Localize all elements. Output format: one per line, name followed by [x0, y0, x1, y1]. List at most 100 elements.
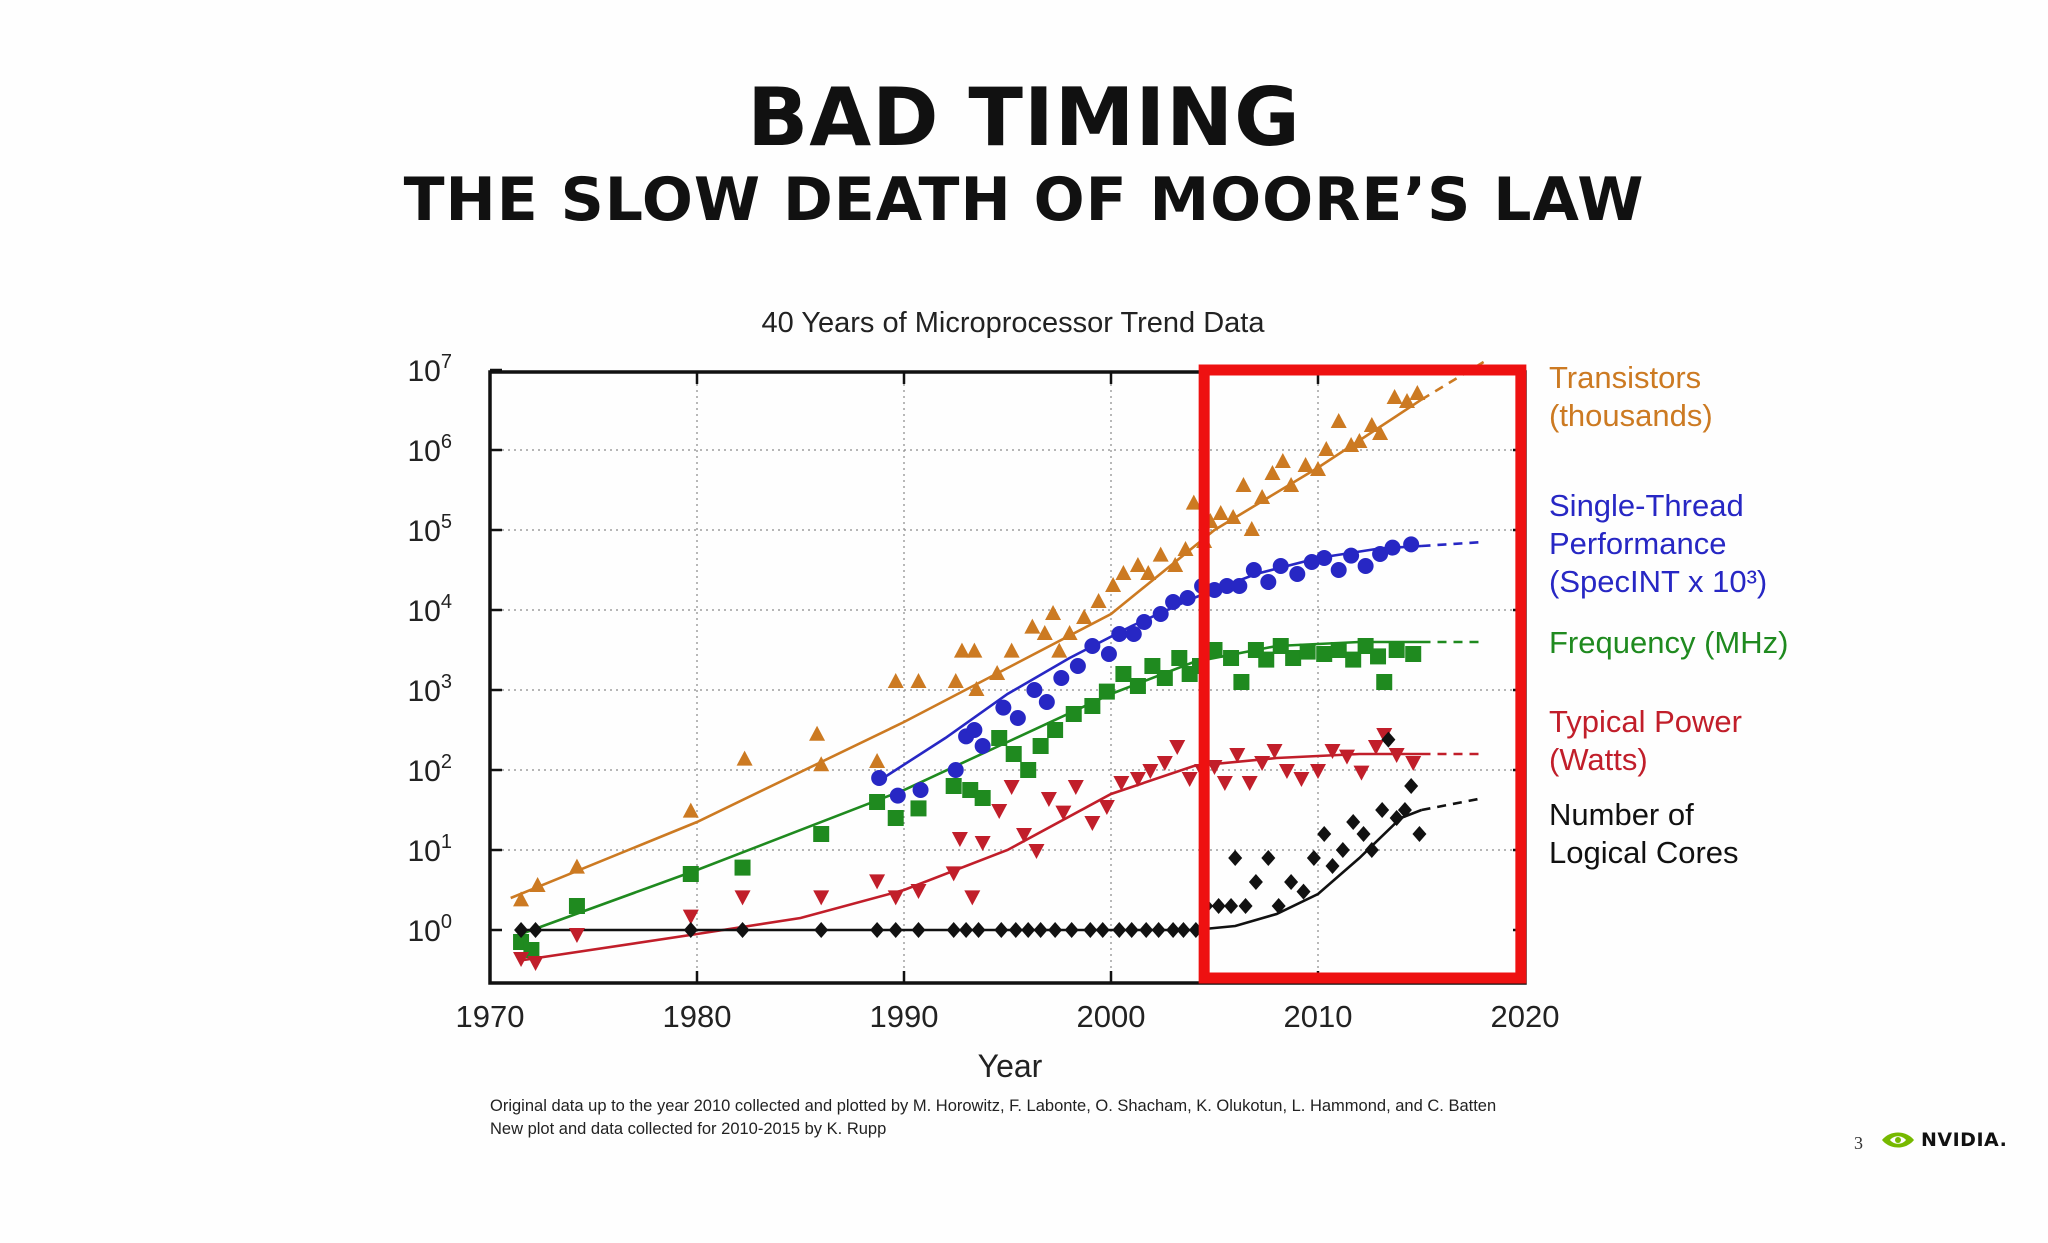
cores-point: [1397, 802, 1412, 818]
frequency-point: [1299, 643, 1316, 660]
power-point: [1367, 740, 1384, 755]
nvidia-wordmark: NVIDIA.: [1921, 1129, 2008, 1151]
power-point: [869, 874, 886, 890]
transistors-point: [513, 891, 530, 907]
cores-point: [514, 922, 529, 938]
single_thread-point: [871, 770, 888, 786]
single_thread-point: [1272, 558, 1289, 574]
frequency-point: [945, 778, 962, 794]
single_thread-point: [1069, 658, 1086, 674]
transistors-trend-extension: [1420, 360, 1485, 401]
power-point: [991, 804, 1008, 819]
transistors-point: [1003, 642, 1020, 658]
power-point: [813, 890, 830, 906]
cores-point: [870, 922, 885, 938]
cores-point: [1095, 922, 1110, 938]
power-point: [951, 832, 968, 847]
credit-line-1: Original data up to the year 2010 collec…: [490, 1097, 1497, 1115]
transistors-point: [1129, 557, 1146, 572]
transistors-point: [1061, 625, 1078, 640]
power-point: [1181, 772, 1198, 787]
power-point: [1016, 828, 1033, 843]
transistors-point: [1105, 577, 1122, 592]
single_thread-point: [1206, 582, 1223, 598]
cores-point: [683, 922, 698, 938]
power-point: [1254, 756, 1271, 771]
cores-point: [1325, 858, 1340, 874]
power-point: [1241, 776, 1258, 791]
single_thread-point: [1330, 562, 1347, 578]
frequency-point: [1388, 642, 1405, 658]
frequency-point: [974, 790, 991, 806]
cores-point: [1139, 922, 1154, 938]
power-point: [1040, 792, 1057, 807]
highlight-box: [1198, 364, 1527, 984]
frequency-point: [1370, 648, 1387, 665]
frequency-point: [1285, 650, 1302, 666]
single_thread-point: [1260, 574, 1277, 590]
single_thread-point: [947, 762, 964, 778]
transistors-point: [1177, 541, 1194, 556]
power-point: [974, 836, 991, 851]
power-point: [1156, 756, 1173, 771]
power-point: [1067, 780, 1084, 795]
cores-point: [1306, 850, 1321, 866]
transistors-point: [947, 673, 964, 688]
single_thread-point: [1136, 614, 1153, 630]
transistors-point: [1343, 437, 1360, 452]
cores-point: [1271, 898, 1286, 914]
power-point: [1293, 772, 1310, 787]
frequency-point: [1020, 762, 1037, 778]
y-tick-label: 107: [408, 351, 453, 388]
power-point: [964, 890, 981, 906]
cores-point: [1375, 802, 1390, 818]
frequency-point: [1171, 650, 1188, 666]
power-point: [513, 952, 530, 967]
plot-frame: [488, 370, 1527, 985]
power-point: [1278, 764, 1295, 779]
cores-point: [959, 922, 974, 938]
cores-trend-line: [521, 808, 1422, 932]
plot-frame-border: [488, 370, 1527, 985]
transistors-point: [1076, 609, 1093, 624]
single_thread-point: [912, 782, 929, 798]
single_thread-legend-line: (SpecINT x 10³): [1549, 564, 1767, 599]
cores-legend-line: Number of: [1549, 797, 1694, 832]
cores-point: [1248, 874, 1263, 890]
single_thread-point: [1026, 682, 1043, 698]
frequency-point: [1156, 670, 1173, 686]
frequency-point: [568, 898, 585, 914]
y-tick-label: 106: [408, 431, 453, 468]
transistors-point: [1351, 433, 1368, 448]
frequency-point: [1357, 638, 1374, 654]
cores-point: [946, 922, 961, 938]
nvidia-eye-icon: [1882, 1132, 1914, 1148]
frequency-point: [1223, 650, 1240, 666]
frequency-point: [1065, 706, 1082, 722]
frequency-point: [1316, 646, 1333, 662]
transistors-point: [1264, 465, 1281, 480]
cores-point: [1296, 883, 1311, 900]
frequency-point: [1098, 683, 1115, 700]
power-point: [1338, 749, 1355, 765]
power-point: [682, 909, 699, 925]
single_thread-point: [974, 738, 991, 754]
transistors-point: [813, 756, 830, 772]
frequency-point: [910, 800, 927, 817]
transistors-point: [1243, 521, 1260, 536]
frequency-point: [1233, 674, 1250, 690]
nvidia-logo: NVIDIA.: [1880, 1128, 2007, 1152]
power-point: [945, 866, 962, 882]
transistors-point: [989, 665, 1006, 680]
single_thread-point: [966, 722, 983, 738]
transistors-point: [1235, 477, 1252, 492]
transistors-point: [1051, 642, 1068, 658]
power-point: [1229, 748, 1246, 763]
single_thread-legend-line: Single-Thread: [1549, 488, 1744, 523]
trend-lines: [510, 360, 1485, 962]
x-tick-label: 1990: [870, 999, 939, 1034]
cores-point: [1176, 922, 1191, 938]
transistors-point: [568, 858, 585, 874]
frequency-point: [813, 826, 830, 842]
